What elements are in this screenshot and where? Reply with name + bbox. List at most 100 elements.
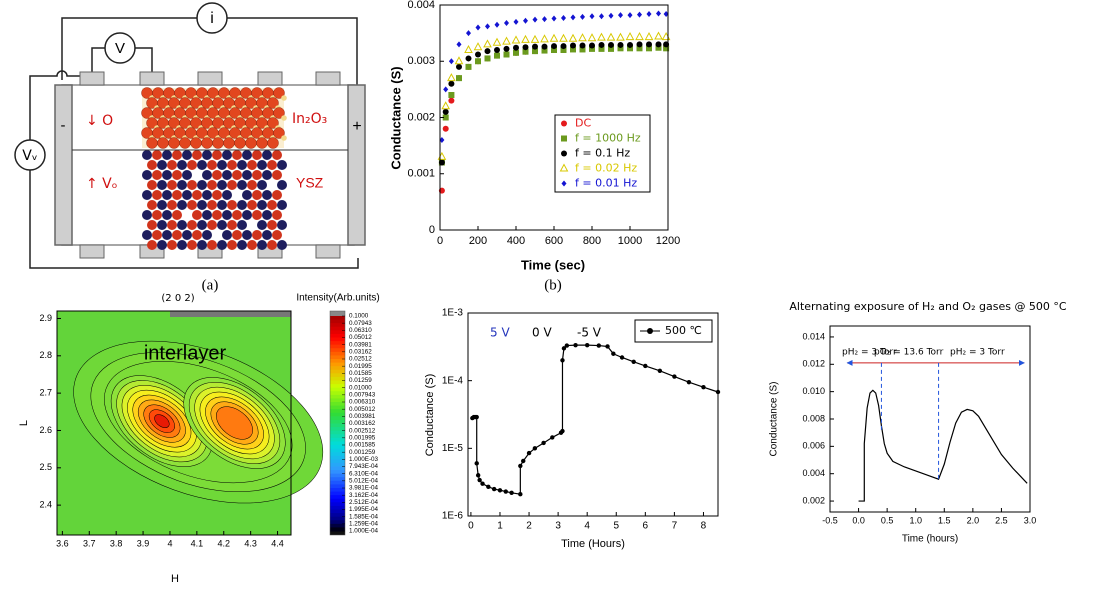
polarity: - xyxy=(61,117,66,134)
atom xyxy=(182,170,192,180)
colorbar-segment xyxy=(330,323,345,328)
colorbar-segment xyxy=(330,477,345,482)
marker xyxy=(584,342,590,348)
atom xyxy=(147,180,157,190)
y-tick-label: 0.002 xyxy=(407,111,435,123)
marker xyxy=(447,73,456,82)
atom xyxy=(162,190,172,200)
colorbar-segment xyxy=(330,416,345,421)
marker xyxy=(473,42,483,51)
atom xyxy=(172,150,182,160)
atom xyxy=(187,160,197,170)
colorbar-tick-label: 1.000E-04 xyxy=(349,528,379,535)
marker xyxy=(437,151,447,160)
y-tick-label: 2.4 xyxy=(39,500,52,510)
colorbar-segment xyxy=(330,495,345,500)
atom xyxy=(167,160,177,170)
atom xyxy=(232,230,242,240)
x-tick-label: 4.2 xyxy=(218,538,231,548)
marker xyxy=(672,374,677,379)
y-axis-label: Conductance (S) xyxy=(769,381,780,456)
atom xyxy=(192,210,202,220)
marker xyxy=(522,44,529,51)
marker xyxy=(608,41,614,48)
x-tick-label: 2 xyxy=(526,521,532,532)
atom xyxy=(227,200,237,210)
x-tick-label: 3.0 xyxy=(1024,515,1037,525)
atom xyxy=(262,190,272,200)
marker xyxy=(442,108,449,115)
marker xyxy=(655,41,662,48)
marker xyxy=(494,21,500,28)
marker xyxy=(573,342,578,348)
atom xyxy=(223,137,235,149)
marker xyxy=(503,51,510,58)
atom xyxy=(217,180,227,190)
atom xyxy=(182,190,192,200)
marker xyxy=(502,36,511,45)
atom xyxy=(187,200,197,210)
marker xyxy=(484,48,491,55)
y-axis-label: Conductance (S) xyxy=(424,374,436,457)
x-tick-label: 1.0 xyxy=(909,515,922,525)
marker xyxy=(485,23,490,30)
atom xyxy=(273,87,285,99)
colorbar-tick-label: 0.003981 xyxy=(349,413,376,420)
atom xyxy=(227,240,237,250)
electrode xyxy=(347,84,366,246)
atom xyxy=(247,200,257,210)
marker xyxy=(663,45,670,52)
marker xyxy=(646,11,652,17)
atom xyxy=(281,95,287,101)
colorbar-tick-label: 0.07943 xyxy=(349,320,372,327)
atom xyxy=(245,137,257,149)
atom xyxy=(252,210,262,220)
colorbar-tick-label: 0.003162 xyxy=(349,420,376,427)
atom xyxy=(182,150,192,160)
colorbar-segment xyxy=(330,376,345,381)
marker xyxy=(518,491,523,497)
marker xyxy=(636,45,643,52)
electrode-pad xyxy=(197,71,223,86)
x-tick-label: 5 xyxy=(613,521,619,532)
atom xyxy=(162,150,172,160)
colorbar-segment xyxy=(330,333,345,338)
marker xyxy=(492,37,502,46)
colorbar-tick-label: 0.1000 xyxy=(349,313,369,320)
meter-label: i xyxy=(210,10,214,27)
atom xyxy=(247,160,257,170)
electrode-pad xyxy=(79,71,105,86)
atom xyxy=(242,170,252,180)
marker xyxy=(540,34,549,43)
map-missing xyxy=(170,311,291,317)
marker xyxy=(686,379,692,385)
atom xyxy=(142,190,152,200)
x-tick-label: 1 xyxy=(497,521,503,532)
atom xyxy=(202,230,212,240)
marker xyxy=(454,56,464,65)
marker xyxy=(513,49,519,56)
atom xyxy=(162,230,172,240)
atom xyxy=(197,180,207,190)
atom xyxy=(207,180,217,190)
plot-frame xyxy=(56,310,292,536)
y-tick-label: 0.002 xyxy=(802,495,825,505)
atom xyxy=(267,200,277,210)
atom xyxy=(252,230,262,240)
atom xyxy=(252,170,262,180)
atom xyxy=(147,240,157,250)
diagram-label: ↑ Vₒ xyxy=(86,176,118,192)
atom xyxy=(227,220,237,230)
y-tick-label: 2.5 xyxy=(39,462,52,472)
atom xyxy=(197,240,207,250)
colorbar-segment xyxy=(330,351,345,356)
atom xyxy=(177,240,187,250)
atom xyxy=(207,220,217,230)
marker xyxy=(625,32,635,41)
marker xyxy=(491,486,497,492)
marker xyxy=(560,47,567,53)
atom xyxy=(237,200,247,210)
colorbar-segment xyxy=(330,380,345,385)
meter-circle xyxy=(196,2,228,34)
marker xyxy=(541,440,546,446)
